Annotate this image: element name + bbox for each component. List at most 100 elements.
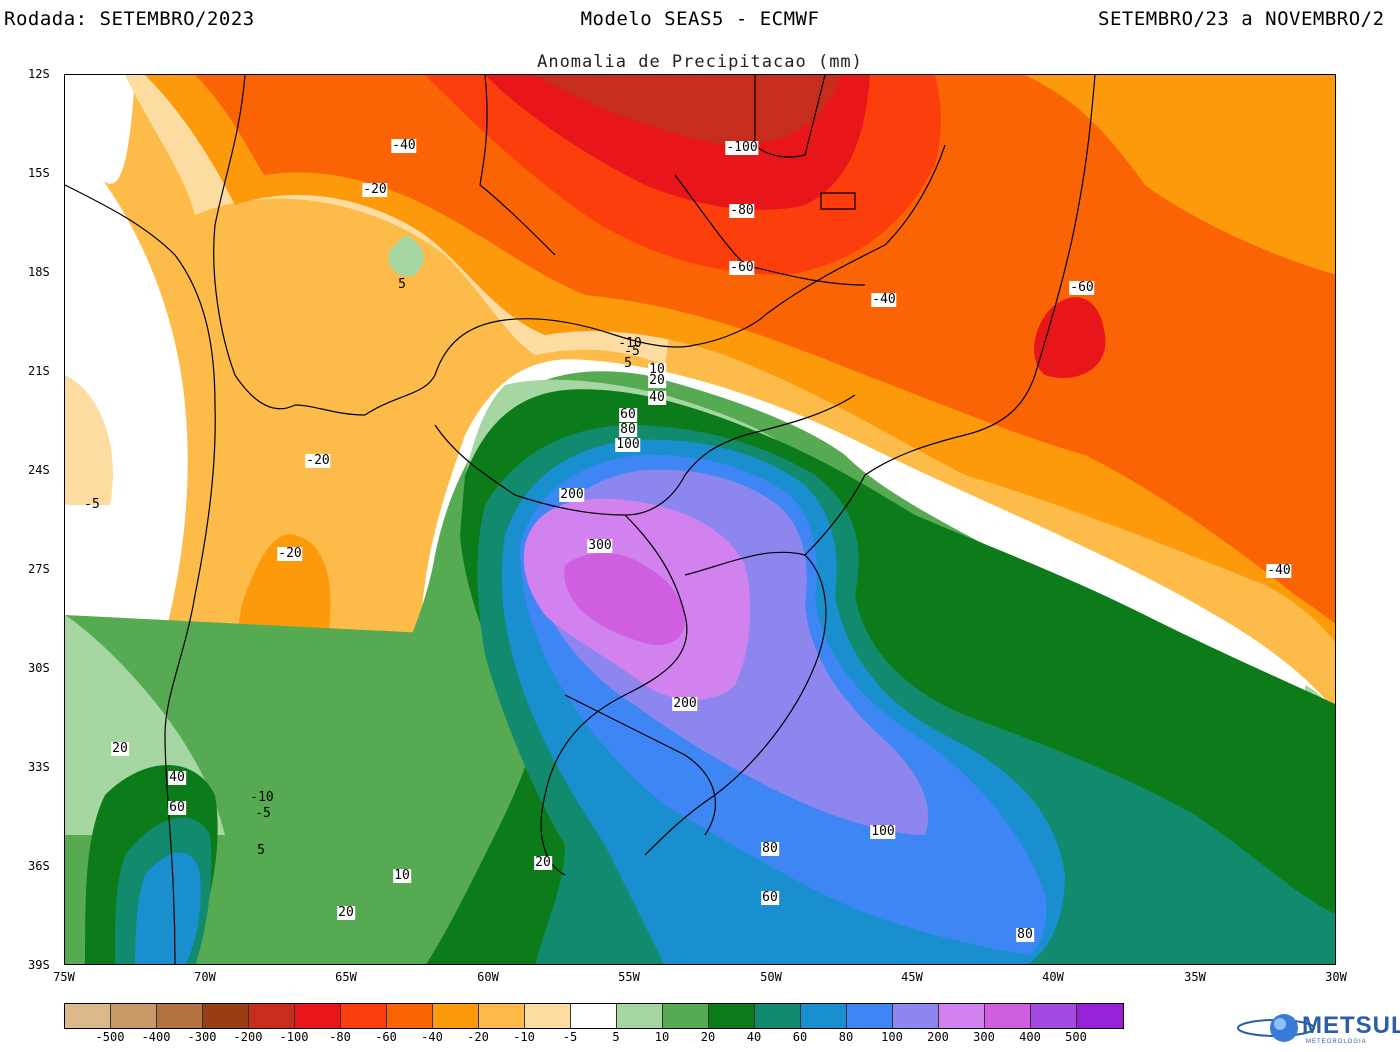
contour-label: -40 [1266,563,1292,578]
border-df [820,192,856,210]
lat-label: 18S [28,265,50,279]
lat-label: 30S [28,661,50,675]
legend-swatch [525,1004,571,1028]
legend-tick-label: -60 [375,1030,397,1044]
contour-label: -60 [729,260,755,275]
metsul-logo [1237,1014,1315,1042]
lat-label: 27S [28,562,50,576]
legend-swatch [663,1004,709,1028]
border-argentina-brazil [540,514,688,876]
legend-tick-label: -5 [562,1030,578,1044]
lon-label: 40W [1042,970,1064,984]
contour-label: 300 [587,538,613,553]
legend-swatch [939,1004,985,1028]
legend-swatch [709,1004,755,1028]
border-state-ne [764,144,946,316]
border-state-north [479,75,556,256]
border-peru-bolivia [213,75,366,416]
legend-swatch [387,1004,433,1028]
contour-label: 100 [615,437,641,452]
contour-label: 80 [619,422,637,437]
legend-swatch [249,1004,295,1028]
contour-label: 10 [393,868,411,883]
coastline-west [65,184,216,964]
legend-swatch [1031,1004,1077,1028]
contour-label: -10 [250,790,274,805]
precipitation-anomaly-map [64,74,1336,965]
border-bolivia-brazil [364,314,766,416]
lon-label: 30W [1325,970,1347,984]
model-title: Modelo SEAS5 - ECMWF [580,8,820,30]
contour-label: 5 [398,277,406,292]
contour-label: -40 [391,138,417,153]
contour-label: 20 [337,905,355,920]
legend-tick-label: -300 [187,1030,217,1044]
field-tan-west [65,375,113,505]
contour-label: -20 [277,546,303,561]
contour-label: -20 [305,453,331,468]
lon-label: 70W [194,970,216,984]
legend-tick-label: 400 [1019,1030,1041,1044]
legend-swatch [341,1004,387,1028]
contour-label: 20 [648,373,666,388]
color-legend [64,1003,1124,1029]
lat-label: 39S [28,958,50,972]
contour-label: 40 [648,390,666,405]
legend-swatch [295,1004,341,1028]
field-darkorange [195,75,1335,624]
legend-swatch [801,1004,847,1028]
lat-label: 12S [28,67,50,81]
legend-tick-label: 20 [700,1030,716,1044]
lat-label: 36S [28,859,50,873]
lon-label: 65W [335,970,357,984]
field-white-corner [65,75,135,184]
contour-label: -100 [725,140,759,155]
contour-label: -10 [618,336,642,351]
contour-label: 10 [648,362,666,377]
legend-tick-label: -40 [421,1030,443,1044]
legend-swatch [755,1004,801,1028]
contour-label: 5 [257,843,265,858]
border-uruguay [564,694,716,836]
legend-tick-label: -80 [329,1030,351,1044]
contour-label: -40 [871,292,897,307]
contour-label: -60 [1069,280,1095,295]
forecast-period-label: SETEMBRO/23 a NOVEMBRO/2 [1098,8,1385,30]
logo-name: METSUL [1302,1012,1400,1039]
contour-label: -5 [84,497,100,512]
map-subtitle: Anomalia de Precipitacao (mm) [537,52,863,72]
contour-label: 20 [534,855,552,870]
map-field-svg [65,75,1335,964]
legend-tick-label: -10 [513,1030,535,1044]
legend-swatch [479,1004,525,1028]
field-lightgreen-spot [388,235,424,276]
legend-swatch [1077,1004,1123,1028]
legend-tick-label: 100 [881,1030,903,1044]
contour-label: -5 [255,806,271,821]
field-magenta [564,553,685,645]
lat-label: 15S [28,166,50,180]
field-darkest-red [535,75,840,146]
legend-swatch [203,1004,249,1028]
legend-swatch [571,1004,617,1028]
lon-label: 45W [901,970,923,984]
legend-tick-label: -100 [279,1030,309,1044]
border-paraguay [434,394,856,516]
legend-tick-label: 500 [1065,1030,1087,1044]
legend-tick-label: -500 [95,1030,125,1044]
contour-label: 80 [761,841,779,856]
legend-swatch [985,1004,1031,1028]
border-lines [65,75,1096,964]
legend-swatch [157,1004,203,1028]
legend-tick-label: -20 [467,1030,489,1044]
legend-swatch [847,1004,893,1028]
legend-tick-label: -200 [233,1030,263,1044]
lon-label: 35W [1184,970,1206,984]
contour-label: 60 [168,800,186,815]
lon-label: 60W [477,970,499,984]
legend-tick-label: 60 [792,1030,808,1044]
legend-tick-label: 80 [838,1030,854,1044]
contour-label: 200 [672,696,698,711]
contour-label: 80 [1016,927,1034,942]
contour-label: -5 [624,344,640,359]
